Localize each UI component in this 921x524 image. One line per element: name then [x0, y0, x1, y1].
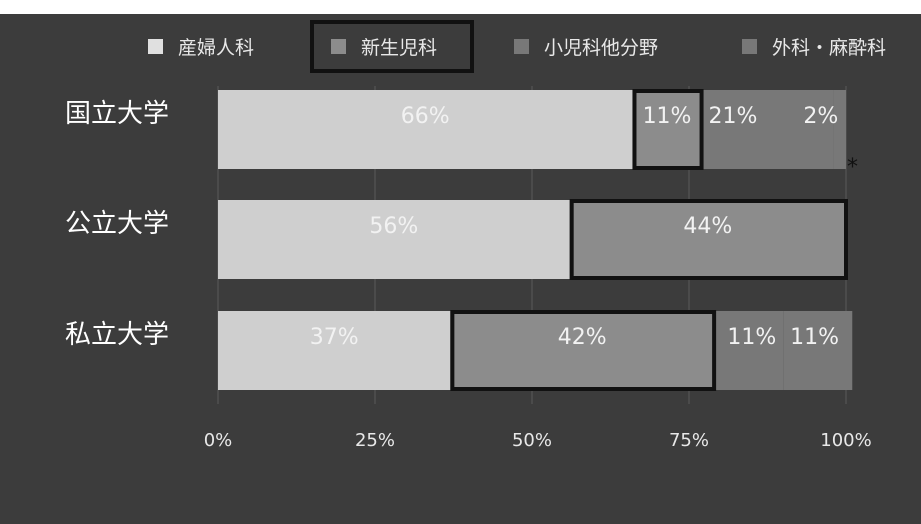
data-label: 11%: [727, 325, 776, 350]
bar-segment: [218, 311, 451, 390]
legend-label: 産婦人科: [178, 37, 254, 59]
legend-swatch: [742, 39, 757, 54]
data-label: 44%: [683, 214, 732, 239]
legend-label: 小児科他分野: [544, 37, 658, 59]
x-tick-label: 25%: [355, 430, 395, 451]
data-label: 11%: [643, 104, 692, 129]
bar-segment: [569, 200, 846, 279]
bar-segment: [701, 90, 834, 169]
category-label: 公立大学: [65, 209, 169, 239]
highlight-box: [632, 89, 704, 170]
x-axis-ticks: 0% 25% 50% 75% 100%: [204, 430, 872, 451]
data-label: 11%: [790, 325, 839, 350]
highlight-box: [569, 199, 848, 280]
annotation-asterisk: *: [847, 155, 858, 180]
bar-segment: [714, 311, 784, 390]
data-label: 21%: [709, 104, 758, 129]
category-label: 私立大学: [65, 320, 169, 350]
chart-legend: 産婦人科 新生児科 小児科他分野 外科・麻酔科: [148, 20, 886, 73]
legend-swatch: [331, 39, 346, 54]
data-label: 2%: [803, 104, 838, 129]
x-tick-label: 0%: [204, 430, 233, 451]
data-label: 56%: [369, 214, 418, 239]
x-tick-label: 75%: [669, 430, 709, 451]
x-tick-label: 100%: [820, 430, 871, 451]
legend-swatch: [514, 39, 529, 54]
data-label: 37%: [310, 325, 359, 350]
legend-highlight-box: [310, 20, 474, 73]
category-label: 国立大学: [65, 99, 169, 129]
data-labels: 66% 11% 21% 2% 56% 44% 37% 42% 11% 11%: [310, 104, 839, 350]
highlight-box: [450, 310, 717, 391]
x-tick-label: 50%: [512, 430, 552, 451]
legend-swatch: [148, 39, 163, 54]
bar-segment: [783, 311, 853, 390]
data-label: 42%: [558, 325, 607, 350]
data-label: 66%: [401, 104, 450, 129]
highlight-boxes: [450, 89, 848, 391]
legend-label: 新生児科: [361, 37, 437, 59]
bar-segment: [218, 200, 570, 279]
legend-label: 外科・麻酔科: [772, 37, 886, 59]
bar-segment: [218, 90, 633, 169]
chart-bars: [218, 90, 853, 390]
bar-segment: [632, 90, 702, 169]
bar-segment: [833, 90, 846, 169]
bar-segment: [450, 311, 715, 390]
